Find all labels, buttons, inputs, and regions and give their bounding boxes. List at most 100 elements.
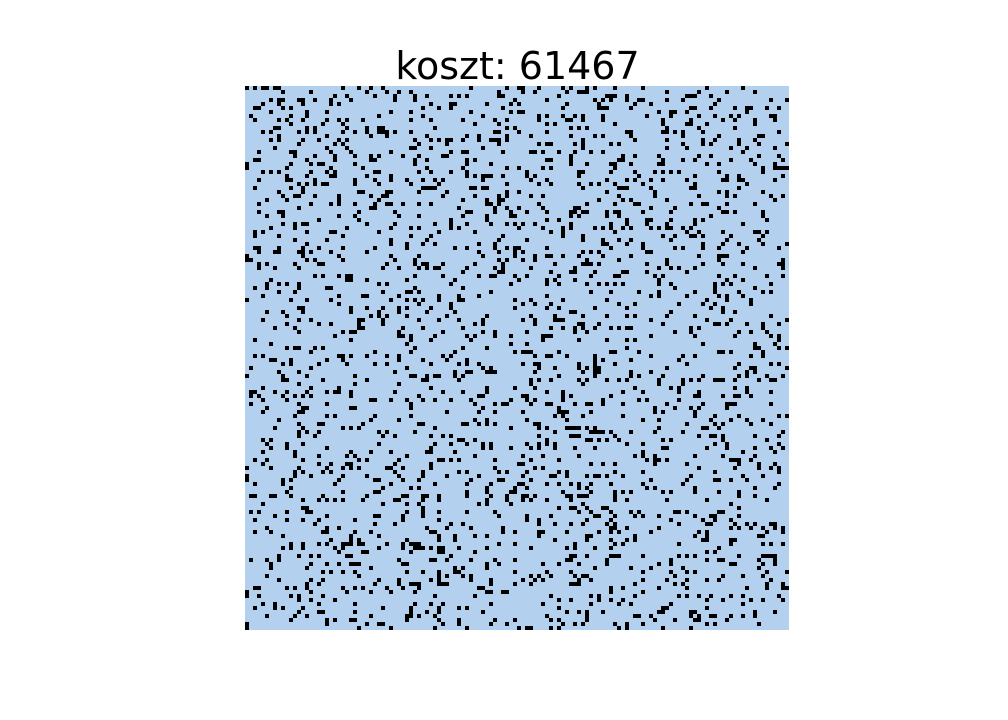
filled-cell — [477, 586, 481, 590]
filled-cell — [465, 626, 469, 630]
filled-cell — [381, 502, 385, 506]
filled-cell — [317, 498, 321, 502]
filled-cell — [713, 434, 717, 438]
filled-cell — [481, 178, 485, 182]
filled-cell — [577, 578, 581, 582]
filled-cell — [545, 122, 549, 126]
filled-cell — [485, 590, 489, 594]
filled-cell — [281, 394, 285, 398]
filled-cell — [453, 538, 457, 542]
filled-cell — [733, 274, 737, 278]
filled-cell — [341, 86, 345, 90]
filled-cell — [453, 374, 457, 378]
filled-cell — [381, 126, 385, 130]
filled-cell — [525, 274, 529, 278]
filled-cell — [589, 534, 593, 538]
filled-cell — [529, 626, 533, 630]
filled-cell — [593, 430, 597, 434]
filled-cell — [341, 234, 345, 238]
filled-cell — [761, 326, 765, 330]
filled-cell — [457, 618, 461, 622]
filled-cell — [337, 386, 341, 390]
filled-cell — [481, 610, 485, 614]
filled-cell — [625, 442, 629, 446]
filled-cell — [609, 546, 613, 550]
filled-cell — [529, 194, 533, 198]
filled-cell — [317, 542, 321, 546]
filled-cell — [373, 522, 377, 526]
filled-cell — [513, 274, 517, 278]
filled-cell — [741, 222, 745, 226]
filled-cell — [309, 250, 313, 254]
filled-cell — [569, 162, 573, 166]
filled-cell — [333, 498, 337, 502]
filled-cell — [529, 446, 533, 450]
filled-cell — [365, 130, 369, 134]
filled-cell — [421, 186, 425, 190]
filled-cell — [569, 86, 573, 90]
filled-cell — [445, 574, 449, 578]
filled-cell — [285, 398, 289, 402]
filled-cell — [713, 322, 717, 326]
filled-cell — [613, 514, 617, 518]
filled-cell — [569, 222, 573, 226]
filled-cell — [297, 346, 301, 350]
filled-cell — [753, 434, 757, 438]
filled-cell — [505, 138, 509, 142]
filled-cell — [537, 446, 541, 450]
filled-cell — [701, 246, 705, 250]
filled-cell — [249, 366, 253, 370]
filled-cell — [261, 398, 265, 402]
filled-cell — [669, 110, 673, 114]
filled-cell — [669, 210, 673, 214]
filled-cell — [649, 318, 653, 322]
filled-cell — [753, 494, 757, 498]
filled-cell — [609, 170, 613, 174]
filled-cell — [653, 406, 657, 410]
filled-cell — [473, 550, 477, 554]
filled-cell — [445, 142, 449, 146]
filled-cell — [305, 566, 309, 570]
filled-cell — [441, 582, 445, 586]
filled-cell — [701, 342, 705, 346]
filled-cell — [353, 570, 357, 574]
filled-cell — [473, 174, 477, 178]
filled-cell — [333, 94, 337, 98]
filled-cell — [777, 338, 781, 342]
filled-cell — [317, 138, 321, 142]
filled-cell — [437, 550, 441, 554]
filled-cell — [581, 414, 585, 418]
filled-cell — [317, 322, 321, 326]
filled-cell — [337, 254, 341, 258]
filled-cell — [281, 378, 285, 382]
filled-cell — [601, 118, 605, 122]
filled-cell — [557, 218, 561, 222]
filled-cell — [617, 530, 621, 534]
filled-cell — [301, 394, 305, 398]
filled-cell — [361, 318, 365, 322]
filled-cell — [693, 186, 697, 190]
filled-cell — [493, 334, 497, 338]
filled-cell — [245, 474, 249, 478]
filled-cell — [353, 562, 357, 566]
filled-cell — [573, 434, 577, 438]
filled-cell — [593, 326, 597, 330]
filled-cell — [697, 194, 701, 198]
filled-cell — [301, 458, 305, 462]
filled-cell — [661, 626, 665, 630]
filled-cell — [717, 322, 721, 326]
filled-cell — [569, 434, 573, 438]
filled-cell — [589, 490, 593, 494]
filled-cell — [505, 118, 509, 122]
filled-cell — [273, 86, 277, 90]
filled-cell — [737, 514, 741, 518]
filled-cell — [781, 258, 785, 262]
filled-cell — [609, 530, 613, 534]
filled-cell — [713, 414, 717, 418]
filled-cell — [673, 582, 677, 586]
binary-grid-heatmap — [245, 86, 789, 630]
filled-cell — [557, 606, 561, 610]
filled-cell — [669, 238, 673, 242]
filled-cell — [441, 178, 445, 182]
filled-cell — [297, 98, 301, 102]
